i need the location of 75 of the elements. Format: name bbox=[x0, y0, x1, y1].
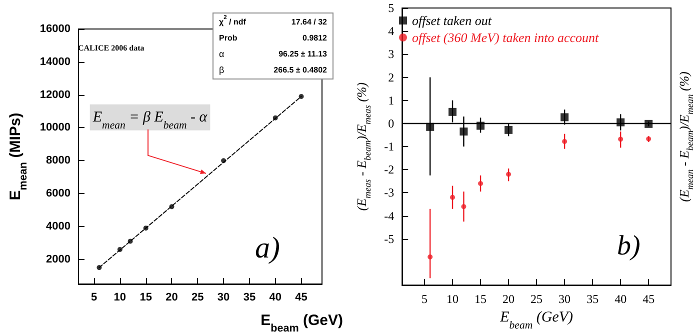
x-tick-label: 20 bbox=[502, 292, 515, 306]
x-tick-label: 35 bbox=[243, 292, 256, 304]
point bbox=[169, 204, 174, 210]
y-tick-label: -1 bbox=[384, 140, 394, 154]
y-tick-label: 14000 bbox=[40, 56, 70, 68]
y-axis-title: Emean (MIPs) bbox=[7, 112, 30, 200]
point bbox=[460, 128, 468, 136]
x-tick-label: 5 bbox=[90, 292, 98, 304]
y-tick-label: 5 bbox=[388, 1, 394, 15]
x-tick-label: 40 bbox=[269, 292, 282, 304]
point bbox=[476, 122, 485, 130]
point bbox=[221, 158, 226, 164]
x-tick-label: 20 bbox=[166, 292, 178, 304]
y-tick-label: 1 bbox=[388, 93, 394, 108]
point bbox=[644, 120, 653, 128]
point bbox=[478, 181, 484, 186]
y-tick-label: -4 bbox=[384, 208, 394, 223]
x-tick-label: 15 bbox=[140, 292, 152, 304]
x-tick-label: 45 bbox=[642, 292, 655, 306]
point bbox=[428, 254, 433, 260]
y2-axis-title: (Emean - Ebeam)/Emean (%) bbox=[676, 72, 694, 202]
x-tick-label: 5 bbox=[422, 292, 428, 306]
y-tick-label: 4000 bbox=[46, 220, 70, 232]
point bbox=[616, 118, 625, 126]
point bbox=[143, 226, 148, 231]
x-tick-label: 10 bbox=[114, 292, 126, 304]
point bbox=[560, 113, 569, 122]
y-tick-label: 4 bbox=[388, 24, 394, 38]
x-tick-label: 30 bbox=[558, 292, 571, 306]
point bbox=[426, 122, 434, 131]
y-tick-label: 10000 bbox=[40, 122, 70, 134]
y-tick-label: -5 bbox=[384, 232, 394, 246]
point bbox=[618, 136, 624, 142]
point bbox=[461, 204, 466, 210]
x-tick-label: 30 bbox=[217, 292, 230, 304]
text: 17.64 / 32 bbox=[291, 18, 328, 26]
point bbox=[504, 126, 513, 134]
y-tick-label: 2 bbox=[388, 70, 394, 84]
legend-label: offset taken out bbox=[412, 13, 492, 28]
annotation: α bbox=[219, 49, 224, 59]
y-tick-label: 3 bbox=[388, 47, 394, 62]
y-tick-label: 8000 bbox=[46, 154, 70, 167]
annotation: 0.9812 bbox=[302, 34, 328, 42]
x-tick-label: 45 bbox=[295, 292, 308, 304]
y-tick-label: 2000 bbox=[46, 253, 70, 266]
y-tick-label: 12000 bbox=[40, 88, 70, 101]
point bbox=[272, 115, 278, 120]
point bbox=[506, 172, 512, 177]
annotation: b) bbox=[617, 230, 640, 262]
y-tick-label: 16000 bbox=[40, 23, 70, 35]
point bbox=[128, 238, 133, 244]
y-tick-label: -3 bbox=[384, 186, 394, 200]
x-tick-label: 25 bbox=[192, 292, 204, 304]
y-axis-title: (Emeas - Ebeam)/Emeas (%) bbox=[354, 82, 374, 211]
y-tick-label: 0 bbox=[388, 116, 394, 130]
x-tick-label: 15 bbox=[474, 292, 487, 306]
annotation: a) bbox=[255, 232, 280, 264]
point bbox=[117, 246, 122, 252]
point bbox=[562, 138, 568, 144]
point bbox=[96, 265, 102, 270]
y-tick-label: 6000 bbox=[46, 188, 70, 200]
point bbox=[448, 108, 457, 116]
point bbox=[450, 194, 456, 200]
legend-label: offset (360 MeV) taken into account bbox=[412, 30, 600, 45]
annotation: 266.5 ± 0.4802 bbox=[274, 66, 328, 74]
y-tick-label: -2 bbox=[384, 162, 394, 177]
annotation: Prob bbox=[219, 34, 238, 42]
annotation: β bbox=[219, 65, 224, 75]
point bbox=[298, 94, 304, 99]
x-tick-label: 10 bbox=[446, 292, 459, 306]
x-tick-label: 25 bbox=[530, 292, 543, 306]
x-tick-label: 40 bbox=[614, 292, 627, 306]
x-tick-label: 35 bbox=[586, 292, 599, 306]
annotation: 96.25 ± 11.13 bbox=[278, 50, 328, 58]
annotation: CALICE 2006 data bbox=[78, 44, 144, 52]
